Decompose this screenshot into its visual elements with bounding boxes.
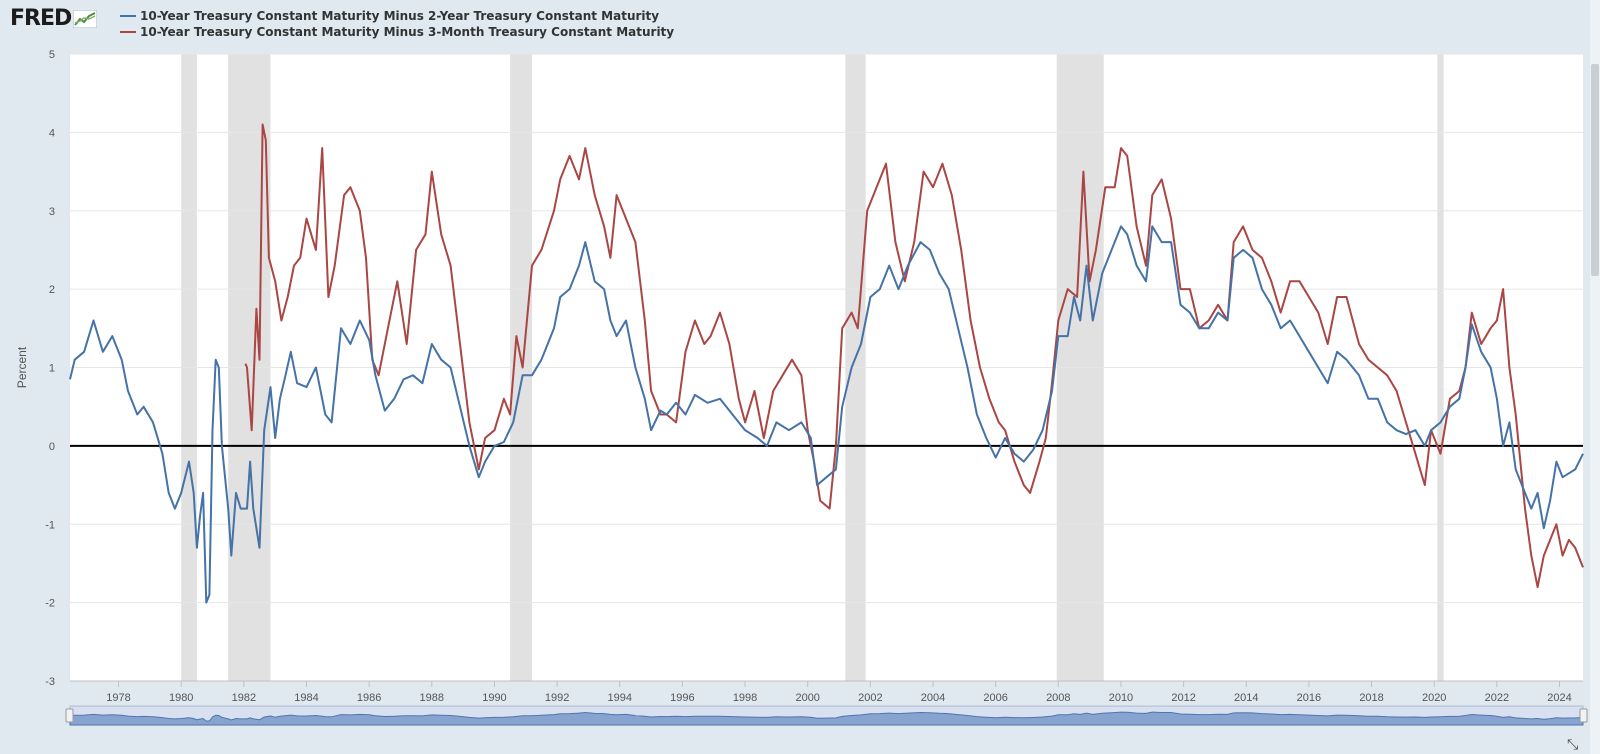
logo-text: FRED xyxy=(10,6,72,31)
x-tick-label: 1984 xyxy=(294,692,318,704)
series-line-1 xyxy=(69,225,1584,604)
x-tick-label: 1994 xyxy=(608,692,632,704)
page-scrollbar[interactable] xyxy=(1590,0,1600,754)
x-tick-label: 2008 xyxy=(1046,692,1070,704)
navigator-series xyxy=(69,711,1584,726)
y-tick-label: 0 xyxy=(49,441,55,453)
y-axis-title: Percent xyxy=(15,346,29,388)
x-tick-label: 2014 xyxy=(1234,692,1258,704)
x-tick-label: 2000 xyxy=(795,692,819,704)
x-tick-label: 2022 xyxy=(1485,692,1509,704)
x-tick-label: 2016 xyxy=(1297,692,1321,704)
chart-header: FRED 10-Year Treasury Constant Maturity … xyxy=(0,0,1600,46)
x-tick-label: 1998 xyxy=(733,692,757,704)
x-tick-label: 1982 xyxy=(232,692,256,704)
legend-swatch-series2 xyxy=(120,31,136,33)
scrollbar-thumb[interactable] xyxy=(1591,64,1599,276)
legend-swatch-series1 xyxy=(120,15,136,17)
navigator-mask[interactable] xyxy=(70,706,1583,725)
chart-legend: 10-Year Treasury Constant Maturity Minus… xyxy=(120,8,674,40)
x-tick-label: 2018 xyxy=(1359,692,1383,704)
x-tick-label: 1986 xyxy=(357,692,381,704)
legend-label-series1: 10-Year Treasury Constant Maturity Minus… xyxy=(140,9,660,23)
x-tick-label: 2020 xyxy=(1422,692,1446,704)
y-tick-label: 1 xyxy=(49,363,55,375)
x-tick-label: 2024 xyxy=(1547,692,1571,704)
x-tick-label: 2010 xyxy=(1109,692,1133,704)
x-tick-label: 2012 xyxy=(1171,692,1195,704)
navigator-handle-right[interactable] xyxy=(1579,708,1588,723)
x-tick-label: 1996 xyxy=(670,692,694,704)
y-tick-label: 5 xyxy=(49,49,55,61)
fred-logo[interactable]: FRED xyxy=(10,6,98,31)
fred-graph-icon xyxy=(73,9,98,28)
y-tick-label: -1 xyxy=(45,519,55,531)
navigator-handle-left[interactable] xyxy=(65,708,74,723)
x-tick-label: 2002 xyxy=(858,692,882,704)
legend-item-series1[interactable]: 10-Year Treasury Constant Maturity Minus… xyxy=(120,8,674,24)
legend-item-series2[interactable]: 10-Year Treasury Constant Maturity Minus… xyxy=(120,24,674,40)
series-line-2 xyxy=(244,123,1584,588)
y-tick-label: 3 xyxy=(49,206,55,218)
x-tick-label: 1980 xyxy=(169,692,193,704)
x-tick-label: 1978 xyxy=(106,692,130,704)
legend-label-series2: 10-Year Treasury Constant Maturity Minus… xyxy=(140,25,675,39)
x-tick-label: 1988 xyxy=(420,692,444,704)
x-tick-label: 2006 xyxy=(983,692,1007,704)
y-tick-label: -3 xyxy=(45,676,55,688)
x-tick-label: 1992 xyxy=(545,692,569,704)
x-tick-label: 2004 xyxy=(921,692,945,704)
y-tick-label: 2 xyxy=(49,284,55,296)
y-tick-label: -2 xyxy=(45,598,55,610)
resize-icon[interactable]: ⤡ xyxy=(1567,737,1579,753)
x-tick-label: 1990 xyxy=(482,692,506,704)
y-tick-label: 4 xyxy=(49,127,55,139)
